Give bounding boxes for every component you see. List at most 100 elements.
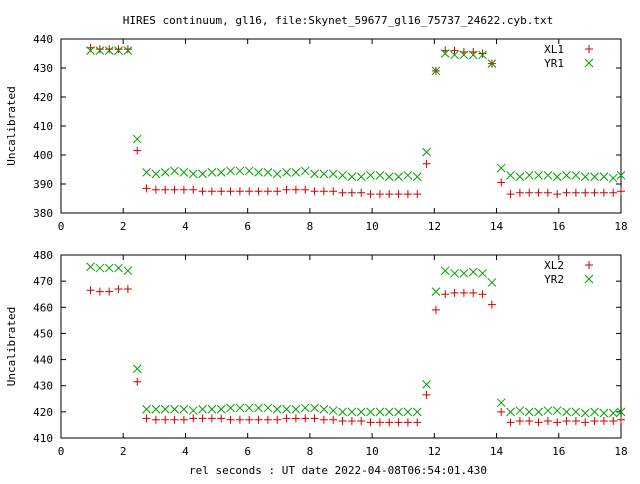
data-point bbox=[207, 414, 216, 423]
data-point bbox=[216, 168, 226, 177]
data-point bbox=[254, 415, 263, 424]
data-point bbox=[329, 187, 338, 196]
data-point bbox=[319, 415, 328, 424]
data-point bbox=[599, 417, 608, 426]
data-point bbox=[450, 50, 459, 60]
data-point bbox=[198, 414, 207, 423]
data-point bbox=[385, 190, 394, 199]
data-point bbox=[609, 417, 618, 426]
x-tick-label: 0 bbox=[58, 220, 65, 233]
data-point bbox=[515, 417, 524, 426]
data-point bbox=[114, 46, 123, 55]
x-tick-label: 2 bbox=[120, 220, 127, 233]
x-tick-label: 14 bbox=[490, 220, 504, 233]
data-point bbox=[319, 169, 329, 179]
data-point bbox=[496, 398, 506, 408]
data-point bbox=[245, 415, 254, 424]
data-point bbox=[571, 417, 580, 426]
data-point bbox=[440, 266, 450, 276]
data-point bbox=[142, 184, 151, 193]
data-point bbox=[394, 190, 403, 199]
data-point bbox=[590, 407, 599, 417]
data-point bbox=[161, 185, 170, 194]
x-tick-label: 10 bbox=[365, 220, 378, 233]
data-point bbox=[478, 50, 487, 60]
data-point bbox=[282, 414, 291, 423]
data-point bbox=[245, 187, 254, 196]
data-point bbox=[506, 418, 515, 427]
data-point bbox=[403, 418, 412, 427]
data-point bbox=[543, 406, 553, 415]
data-point bbox=[506, 170, 515, 180]
data-point bbox=[123, 284, 132, 293]
data-point bbox=[581, 188, 590, 197]
data-point bbox=[534, 407, 543, 417]
data-point bbox=[487, 59, 497, 69]
data-point bbox=[151, 415, 160, 424]
plot-layer: 0 2 4 6 8 10 12 14 16 18380390400410420430440Unca… bbox=[5, 33, 628, 458]
data-point bbox=[478, 268, 487, 278]
data-point bbox=[142, 404, 151, 414]
data-point bbox=[431, 66, 441, 76]
series-XL1 bbox=[86, 43, 625, 199]
legend-label: YR2 bbox=[544, 273, 564, 286]
data-point bbox=[543, 170, 553, 180]
x-tick-label: 2 bbox=[120, 445, 127, 458]
x-tick-label: 16 bbox=[552, 220, 565, 233]
data-point bbox=[123, 266, 133, 276]
data-point bbox=[189, 185, 198, 194]
x-tick-label: 12 bbox=[428, 220, 441, 233]
y-tick-label: 430 bbox=[33, 62, 53, 75]
data-point bbox=[207, 404, 217, 414]
data-point bbox=[543, 417, 552, 426]
data-point bbox=[441, 290, 450, 299]
legend-marker bbox=[584, 58, 594, 68]
data-point bbox=[357, 188, 366, 197]
legend-marker bbox=[584, 274, 594, 284]
data-point bbox=[496, 163, 506, 173]
data-point bbox=[553, 190, 562, 199]
data-point bbox=[403, 170, 413, 180]
x-tick-label: 18 bbox=[614, 445, 627, 458]
data-point bbox=[431, 287, 441, 296]
data-point bbox=[132, 134, 142, 144]
data-point bbox=[291, 404, 301, 414]
series-XL2 bbox=[86, 284, 625, 427]
data-point bbox=[515, 188, 524, 197]
data-point bbox=[291, 185, 300, 194]
y-tick-label: 440 bbox=[33, 33, 53, 46]
data-point bbox=[524, 407, 534, 417]
data-point bbox=[86, 262, 95, 272]
data-point bbox=[413, 190, 422, 199]
x-tick-label: 14 bbox=[490, 445, 504, 458]
x-tick-label: 8 bbox=[307, 445, 314, 458]
data-point bbox=[291, 168, 301, 177]
data-point bbox=[217, 414, 226, 423]
data-point bbox=[403, 190, 412, 199]
y-tick-label: 470 bbox=[33, 275, 53, 288]
data-point bbox=[301, 414, 310, 423]
data-point bbox=[179, 415, 188, 424]
data-point bbox=[301, 185, 310, 194]
data-point bbox=[347, 417, 356, 426]
data-point bbox=[384, 172, 394, 182]
data-point bbox=[179, 404, 189, 414]
data-point bbox=[506, 407, 515, 417]
data-point bbox=[263, 168, 273, 177]
data-point bbox=[431, 305, 440, 314]
data-point bbox=[571, 188, 580, 197]
data-point bbox=[450, 288, 459, 297]
data-point bbox=[160, 168, 170, 177]
data-point bbox=[459, 268, 469, 278]
data-point bbox=[571, 407, 581, 417]
data-point bbox=[478, 49, 487, 58]
chart-title: HIRES continuum, gl16, file:Skynet_59677… bbox=[123, 14, 553, 27]
data-point bbox=[179, 168, 189, 177]
y-tick-label: 420 bbox=[33, 91, 53, 104]
data-point bbox=[235, 403, 245, 413]
data-point bbox=[254, 168, 263, 177]
data-point bbox=[95, 46, 105, 55]
data-point bbox=[608, 173, 618, 183]
data-point bbox=[599, 172, 609, 182]
y-tick-label: 400 bbox=[33, 149, 53, 162]
